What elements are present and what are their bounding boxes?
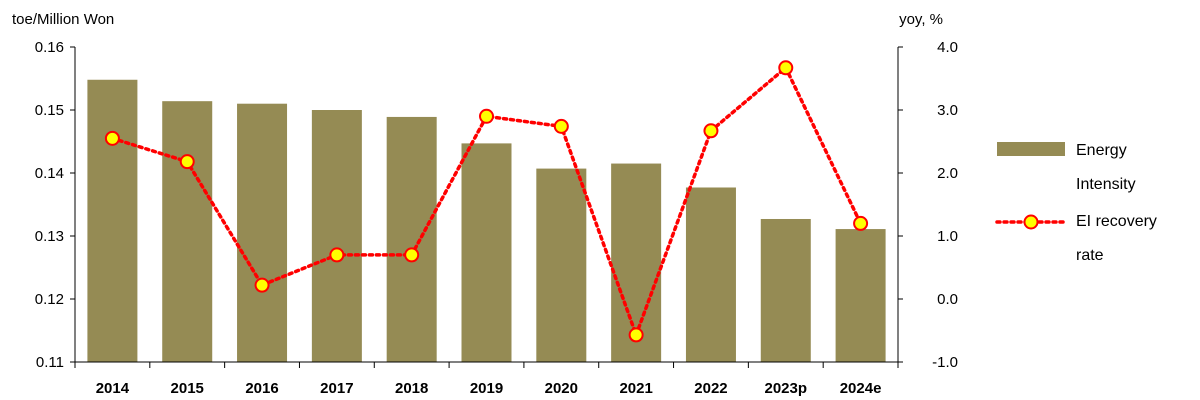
bar-2015 <box>162 101 213 363</box>
right-tick-label: 0.0 <box>937 291 958 308</box>
recovery-point-2023p <box>778 60 794 76</box>
right-tick-label: 3.0 <box>937 102 958 119</box>
recovery-point-2024e <box>853 215 869 231</box>
bar-2020 <box>536 168 587 362</box>
x-tick-label: 2024e <box>840 380 882 397</box>
x-tick-label: 2022 <box>694 380 727 397</box>
recovery-point-2018 <box>404 247 420 263</box>
x-tick-label: 2019 <box>470 380 503 397</box>
legend-line-marker <box>1023 214 1039 230</box>
left-axis-unit-label: toe/Million Won <box>12 11 114 28</box>
right-axis-unit-label: yoy, % <box>899 11 943 28</box>
legend-bar-label: Intensity <box>1076 176 1136 193</box>
x-tick-label: 2018 <box>395 380 428 397</box>
legend: Energy Intensity EI recovery rate <box>995 142 1157 264</box>
right-tick-label: -1.0 <box>932 354 958 371</box>
axes-group: 0.16 0.15 0.14 0.13 0.12 0.11 4.0 3.0 2.0 1.0 0.0 -… <box>35 39 958 397</box>
left-tick-label: 0.11 <box>36 354 64 371</box>
bar-2022 <box>685 187 736 362</box>
left-tick-label: 0.13 <box>35 228 64 245</box>
left-tick-label: 0.15 <box>35 102 64 119</box>
left-tick-label: 0.14 <box>35 165 64 182</box>
recovery-point-2019 <box>479 108 494 124</box>
legend-bar-label: Energy <box>1076 142 1127 159</box>
recovery-point-2015 <box>179 154 195 170</box>
recovery-point-2017 <box>329 247 345 263</box>
bar-2018 <box>386 116 437 363</box>
bar-2024e <box>835 229 886 362</box>
recovery-point-2016 <box>254 277 270 293</box>
x-tick-label: 2014 <box>96 380 130 397</box>
x-tick-label: 2016 <box>245 380 278 397</box>
right-tick-label: 1.0 <box>937 228 958 245</box>
recovery-point-2014 <box>104 130 120 146</box>
legend-line-label: rate <box>1076 247 1104 264</box>
left-tick-label: 0.12 <box>35 291 64 308</box>
bar-2014 <box>87 79 138 362</box>
right-tick-label: 4.0 <box>937 39 958 56</box>
right-tick-label: 2.0 <box>937 165 958 182</box>
bar-2023p <box>760 218 811 362</box>
recovery-point-2022 <box>703 123 719 139</box>
left-tick-label: 0.16 <box>35 39 64 56</box>
recovery-point-2021 <box>628 327 644 343</box>
x-tick-label: 2020 <box>545 380 578 397</box>
bar-2019 <box>461 143 512 362</box>
legend-bar-swatch <box>997 142 1065 156</box>
x-tick-label: 2017 <box>320 380 353 397</box>
x-tick-label: 2023p <box>764 380 807 397</box>
line-series-group <box>104 60 869 343</box>
bar-2016 <box>237 103 288 362</box>
recovery-point-2020 <box>553 118 569 134</box>
legend-line-label: EI recovery <box>1076 213 1157 230</box>
x-tick-label: 2021 <box>619 380 652 397</box>
x-tick-label: 2015 <box>171 380 204 397</box>
bar-2017 <box>311 110 362 362</box>
